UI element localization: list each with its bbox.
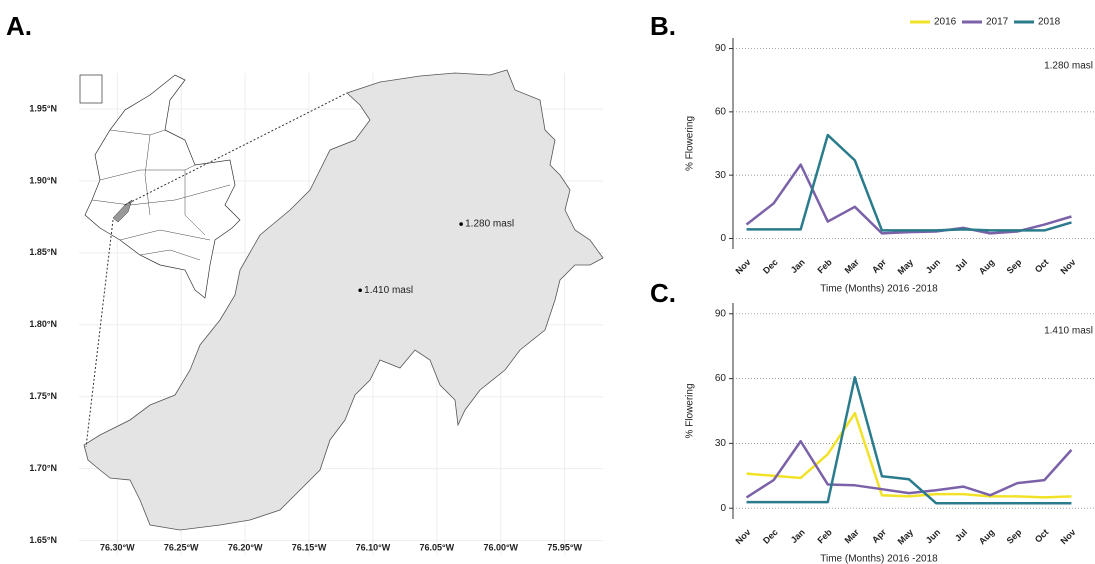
zoom-line: [124, 92, 348, 206]
y-tick-label: 1.95°N: [29, 103, 57, 113]
panel-label: A.: [6, 11, 32, 41]
x-axis-label: Time (Months) 2016 -2018: [820, 554, 938, 564]
internal-borders: [91, 129, 231, 261]
x-tick-label: Nov: [734, 527, 753, 546]
x-tick-label: Mar: [843, 527, 862, 546]
annotation: 1.410 masl: [1044, 326, 1093, 337]
x-tick-label: Aug: [977, 257, 996, 276]
x-tick-label: Dec: [761, 527, 780, 546]
y-tick-label: 1.70°N: [29, 463, 57, 473]
x-tick-label: Jun: [924, 527, 942, 545]
y-tick-label: 1.90°N: [29, 175, 57, 185]
x-tick-label: May: [896, 527, 915, 546]
x-tick-label: Feb: [815, 527, 834, 546]
x-tick-label: 76.00°W: [483, 542, 518, 552]
x-tick-label: Jan: [789, 257, 807, 275]
y-tick-label: 90: [715, 308, 727, 319]
study-area-inset: [112, 199, 133, 223]
site-label: 1.410 masl: [364, 285, 413, 296]
x-tick-label: Sep: [1005, 257, 1024, 276]
panel-label: C.: [650, 278, 676, 308]
panel-label: B.: [650, 11, 676, 41]
legend-label: 2016: [934, 17, 957, 28]
y-tick-label: 60: [715, 106, 727, 117]
y-tick-label: 0: [720, 503, 726, 514]
series-line: [746, 376, 1072, 505]
x-tick-label: Aug: [977, 527, 996, 546]
y-tick-label: 1.75°N: [29, 391, 57, 401]
x-tick-label: 76.20°W: [228, 542, 263, 552]
zoom-line: [85, 219, 114, 448]
legend-label: 2017: [986, 17, 1009, 28]
x-tick-label: 76.10°W: [356, 542, 391, 552]
x-tick-label: Apr: [870, 527, 888, 545]
y-axis-label: % Flowering: [685, 383, 696, 438]
annotation: 1.280 masl: [1044, 61, 1093, 72]
inset-box: [79, 74, 103, 104]
series-line: [746, 133, 1072, 232]
y-tick-label: 1.85°N: [29, 247, 57, 257]
x-tick-label: 76.25°W: [164, 542, 199, 552]
y-tick-label: 30: [715, 438, 727, 449]
legend-label: 2018: [1038, 17, 1061, 28]
x-tick-label: Mar: [843, 257, 862, 276]
x-tick-label: Jan: [789, 527, 807, 545]
site-label: 1.280 masl: [465, 219, 514, 230]
series-line: [745, 439, 1073, 499]
y-tick-label: 60: [715, 373, 727, 384]
x-tick-label: Nov: [1058, 527, 1077, 546]
x-tick-label: May: [896, 257, 915, 276]
x-tick-label: Dec: [761, 257, 780, 276]
y-tick-label: 1.65°N: [29, 535, 57, 545]
site-point: [358, 288, 362, 293]
y-tick-label: 0: [720, 233, 726, 244]
x-axis-label: Time (Months) 2016 -2018: [820, 284, 938, 295]
x-tick-label: 76.30°W: [100, 542, 135, 552]
region-shape: [83, 69, 604, 531]
site-point: [459, 222, 463, 226]
series-line: [746, 411, 1072, 499]
x-tick-label: Nov: [734, 257, 753, 276]
x-tick-label: Feb: [815, 257, 834, 276]
x-tick-label: 75.95°W: [547, 542, 582, 552]
y-axis-label: % Flowering: [685, 116, 696, 171]
y-tick-label: 30: [715, 170, 727, 181]
x-tick-label: Jul: [953, 257, 969, 273]
x-tick-label: Oct: [1033, 527, 1051, 545]
x-tick-label: Jul: [953, 527, 969, 543]
y-tick-label: 1.80°N: [29, 319, 57, 329]
y-tick-label: 90: [715, 43, 727, 54]
x-tick-label: Oct: [1033, 257, 1051, 275]
x-tick-label: Sep: [1005, 527, 1024, 546]
x-tick-label: 76.15°W: [292, 542, 327, 552]
x-tick-label: Jun: [924, 257, 942, 275]
x-tick-label: Nov: [1058, 257, 1077, 276]
x-tick-label: Apr: [870, 257, 888, 275]
x-tick-label: 76.05°W: [420, 542, 455, 552]
series-line: [745, 163, 1072, 235]
